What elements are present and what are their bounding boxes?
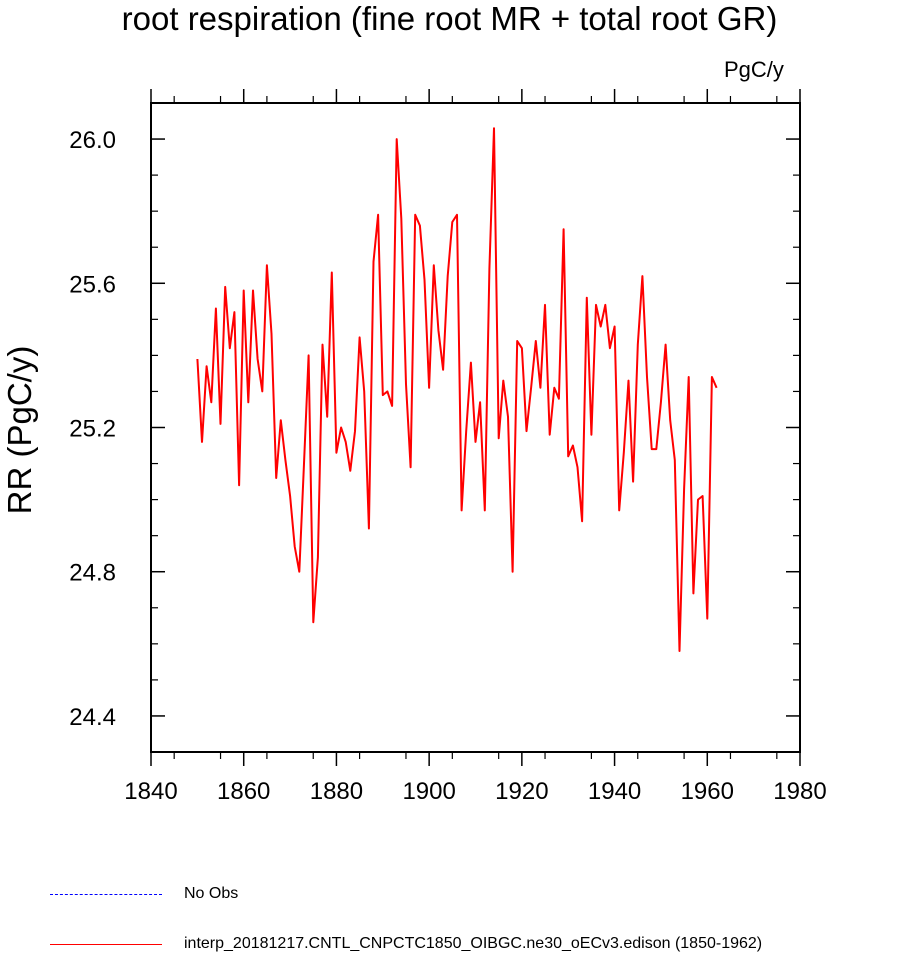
y-tick-label: 24.4 xyxy=(69,704,116,731)
units-label: PgC/y xyxy=(724,57,784,82)
x-tick-label: 1980 xyxy=(773,778,826,805)
series-line-0 xyxy=(196,127,718,652)
x-tick-label: 1840 xyxy=(124,778,177,805)
legend-item-model: interp_20181217.CNTL_CNPCTC1850_OIBGC.ne… xyxy=(50,932,762,956)
chart-title: root respiration (fine root MR + total r… xyxy=(121,0,778,37)
x-tick-label: 1920 xyxy=(495,778,548,805)
x-tick-label: 1880 xyxy=(310,778,363,805)
legend-label-no-obs: No Obs xyxy=(184,885,239,902)
x-tick-label: 1960 xyxy=(681,778,734,805)
legend-label-model: interp_20181217.CNTL_CNPCTC1850_OIBGC.ne… xyxy=(184,935,763,952)
y-tick-label: 25.6 xyxy=(69,271,116,298)
legend-item-no-obs: No Obs xyxy=(50,882,238,906)
x-tick-label: 1860 xyxy=(217,778,270,805)
x-tick-label: 1940 xyxy=(588,778,641,805)
y-tick-label: 24.8 xyxy=(69,560,116,587)
legend-swatch-model xyxy=(50,943,162,945)
legend-swatch-no-obs xyxy=(50,893,162,895)
y-tick-label: 25.2 xyxy=(69,416,116,443)
y-tick-label: 26.0 xyxy=(69,127,116,154)
x-tick-label: 1900 xyxy=(402,778,455,805)
